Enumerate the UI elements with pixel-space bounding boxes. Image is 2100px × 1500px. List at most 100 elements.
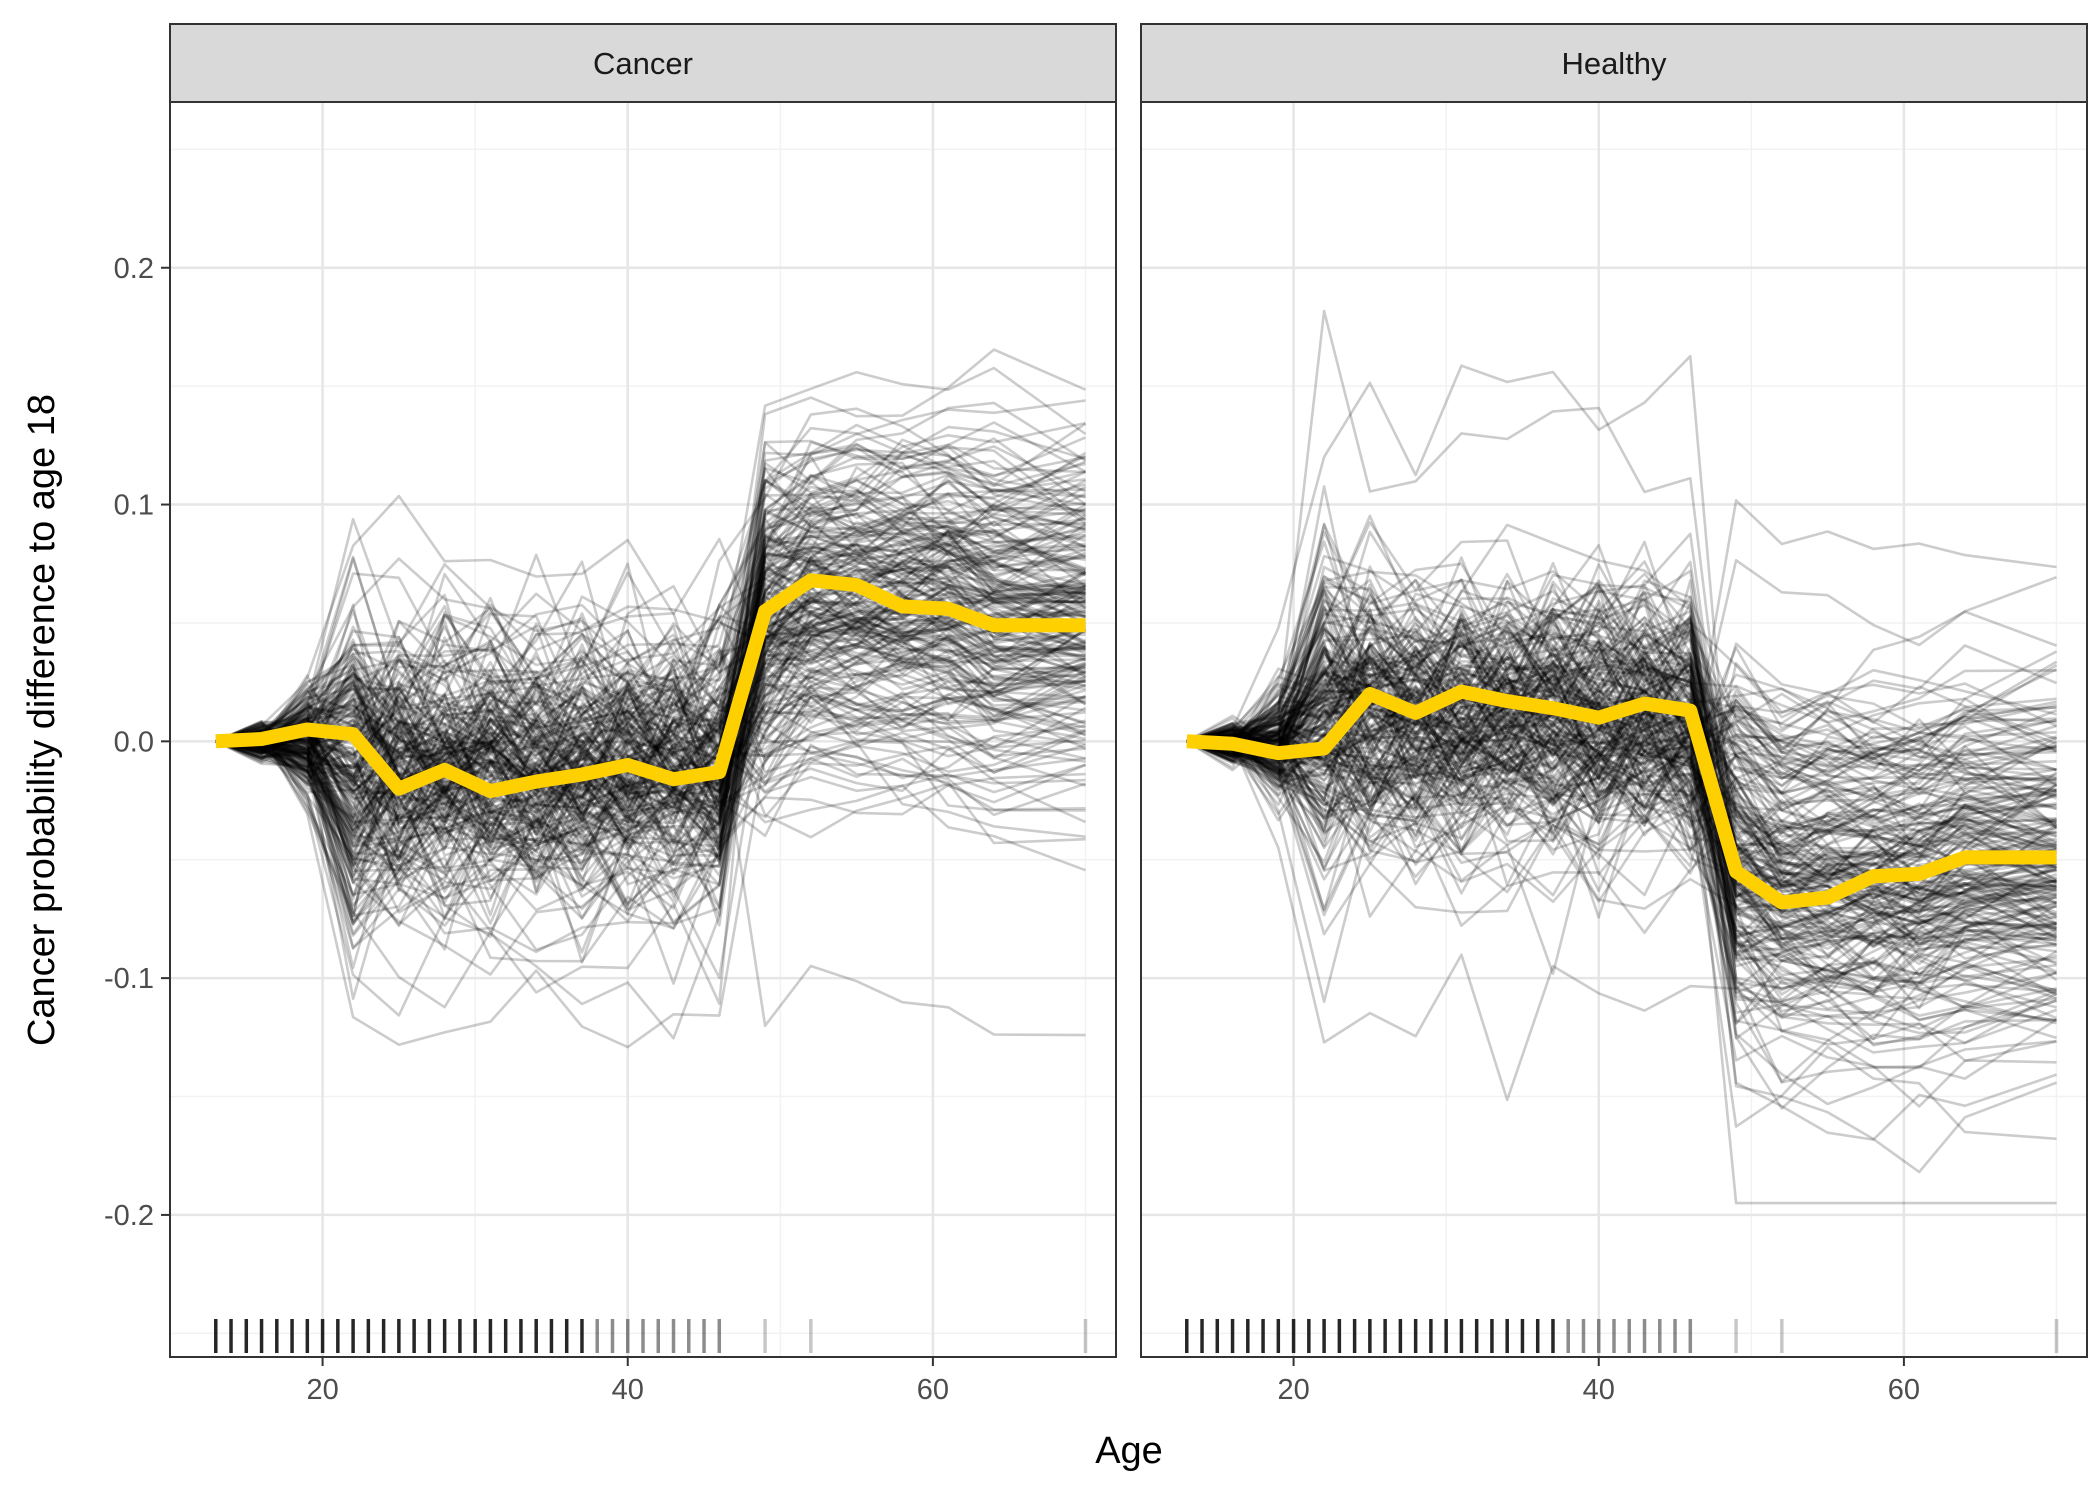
ice-line-cancer [215, 454, 1087, 751]
ice-line-healthy [1186, 609, 2057, 1174]
ice-line-cancer [215, 702, 1086, 844]
ice-line-cancer [215, 531, 1086, 903]
ice-line-healthy [1186, 705, 2058, 973]
ice-line-healthy [1186, 659, 2057, 983]
pdp-line-cancer [215, 573, 1086, 799]
ice-line-healthy [1186, 530, 2057, 1045]
ice-line-cancer [215, 612, 1086, 879]
y-tick-label: -0.2 [104, 1200, 154, 1232]
ice-line-healthy [1186, 677, 2058, 982]
ice-line-healthy [1186, 646, 2057, 779]
ice-line-healthy [1186, 690, 2058, 871]
ice-line-healthy [1186, 591, 2057, 876]
ice-line-healthy [1186, 641, 2057, 994]
ice-line-cancer [215, 595, 1086, 845]
y-tick-label: 0.2 [114, 253, 154, 285]
y-axis: -0.2 -0.1 0.0 0.1 0.2 [104, 253, 170, 1232]
ice-line-healthy [1186, 655, 2058, 784]
ice-line-healthy [1186, 650, 2057, 857]
ice-line-cancer [215, 562, 1087, 788]
ice-line-cancer [215, 592, 1086, 850]
ice-line-cancer [215, 628, 1086, 830]
ice-line-healthy [1186, 599, 2058, 870]
ice-line-healthy [1186, 632, 2057, 964]
ice-line-cancer [215, 438, 1086, 744]
ice-line-cancer [215, 623, 1086, 907]
ice-line-cancer [215, 510, 1087, 935]
ice-line-cancer [215, 568, 1086, 927]
ice-line-healthy [1186, 600, 2058, 930]
ice-line-cancer [215, 610, 1086, 793]
ice-line-healthy [1186, 619, 2057, 994]
ice-line-healthy [1186, 641, 2057, 846]
ice-line-healthy [1186, 740, 2057, 975]
ice-line-cancer [215, 480, 1086, 861]
ice-line-cancer [215, 503, 1086, 871]
ice-line-healthy [1186, 656, 2057, 948]
ice-line-cancer [215, 480, 1086, 834]
ice-line-cancer [215, 508, 1086, 800]
ice-line-healthy [1186, 579, 2057, 1018]
ice-line-healthy [1186, 563, 2057, 915]
ice-line-cancer [215, 517, 1086, 795]
panel-border-healthy [1140, 101, 2088, 1358]
ice-line-healthy [1186, 583, 2057, 966]
ice-line-cancer [215, 613, 1086, 876]
ice-line-cancer [215, 644, 1087, 840]
ice-line-cancer [215, 528, 1086, 827]
ice-line-cancer [215, 478, 1087, 877]
ice-line-healthy [1186, 731, 2057, 960]
ice-line-cancer [215, 678, 1087, 841]
rug-healthy [1185, 1319, 2059, 1353]
ice-line-cancer [215, 561, 1086, 759]
ice-line-healthy [1186, 687, 2057, 1004]
ice-line-cancer [215, 536, 1086, 839]
ice-line-healthy [1186, 728, 2057, 1021]
ice-line-healthy [1186, 651, 2057, 930]
ice-line-healthy [1186, 645, 2057, 760]
x-axis-healthy: 20 40 60 [1277, 1357, 1920, 1406]
ice-line-healthy [1186, 697, 2057, 1022]
ice-line-healthy [1186, 627, 2057, 900]
ice-line-healthy [1186, 717, 2057, 914]
ice-line-cancer [215, 596, 1086, 865]
ice-line-healthy [1186, 618, 2057, 976]
ice-line-cancer [215, 451, 1087, 814]
strip-label-healthy: Healthy [1561, 46, 1667, 81]
ice-line-cancer [215, 669, 1087, 862]
ice-line-healthy [1186, 662, 2057, 982]
y-tick-label: 0.0 [114, 726, 154, 758]
ice-line-healthy [1186, 663, 2057, 788]
ice-line-cancer [215, 607, 1086, 782]
ice-line-cancer [215, 446, 1086, 819]
ice-line-cancer [215, 696, 1086, 895]
ice-line-healthy [1186, 653, 2057, 810]
ice-line-healthy [1186, 675, 2057, 861]
ice-line-cancer [215, 601, 1086, 951]
ice-line-healthy [1186, 631, 2058, 911]
ice-line-healthy [1186, 608, 2057, 1084]
ice-line-cancer [215, 552, 1087, 882]
ice-line-healthy [1186, 740, 2057, 934]
ice-line-healthy [1186, 578, 2057, 893]
ice-line-healthy [1186, 598, 2057, 919]
ice-line-cancer [215, 513, 1086, 793]
ice-line-cancer [215, 649, 1087, 893]
ice-line-cancer [215, 517, 1087, 751]
ice-line-healthy [1186, 514, 2057, 992]
ice-line-healthy [1186, 721, 2057, 1025]
ice-line-healthy [1186, 656, 2057, 777]
ice-line-healthy [1186, 645, 2058, 1002]
ice-line-healthy [1186, 619, 2057, 772]
x-tick-label: 20 [1277, 1374, 1309, 1406]
ice-line-cancer [215, 443, 1087, 743]
ice-line-healthy [1186, 698, 2057, 956]
ice-line-cancer [215, 366, 1087, 774]
ice-line-healthy [1186, 599, 2057, 908]
ice-line-cancer [215, 565, 1086, 954]
ice-line-healthy [1186, 705, 2057, 1009]
ice-line-cancer [215, 530, 1086, 774]
ice-line-cancer [215, 425, 1086, 756]
ice-line-cancer [215, 590, 1086, 827]
ice-line-cancer [215, 478, 1086, 775]
